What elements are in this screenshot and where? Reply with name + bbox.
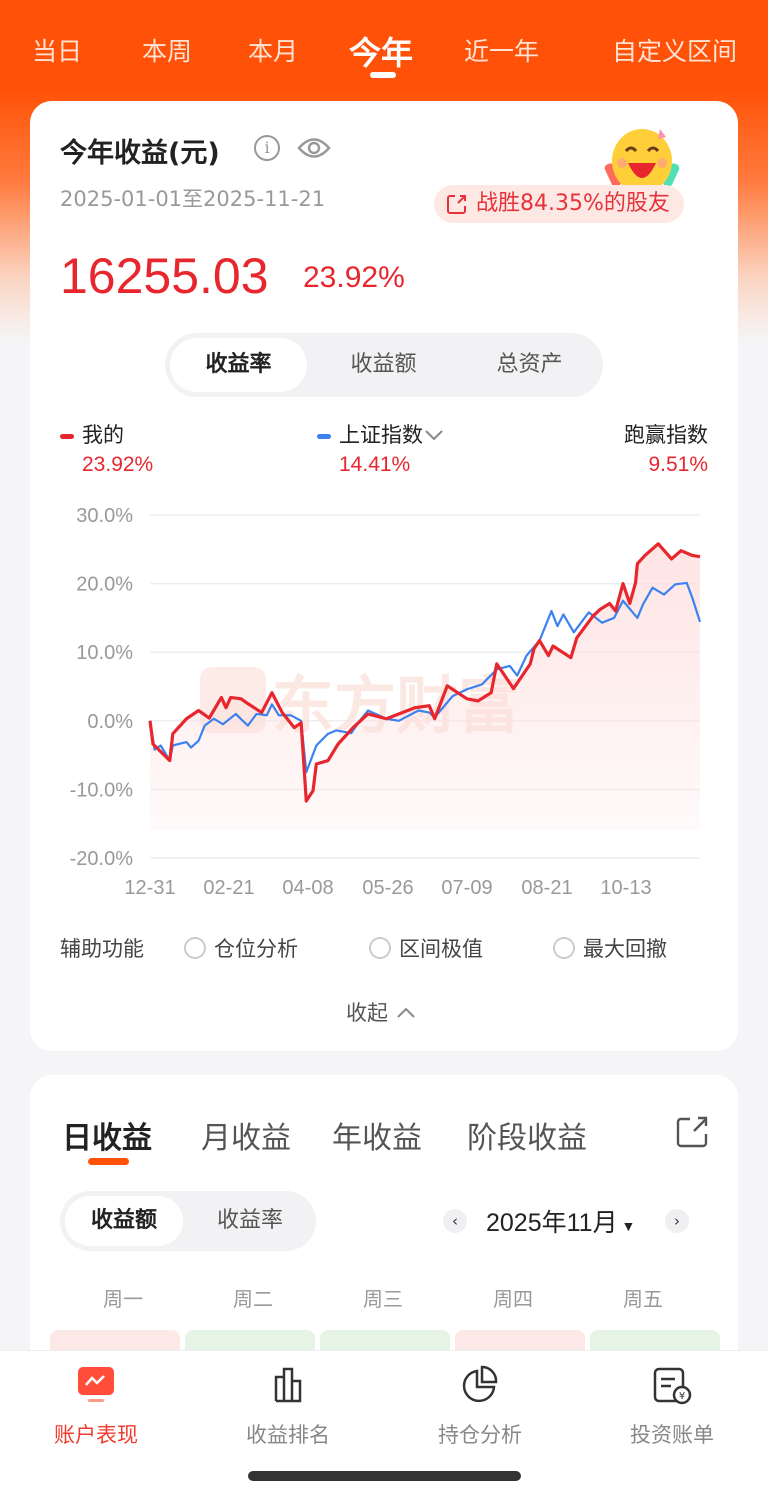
x-tick-label: 05-26 <box>362 877 413 899</box>
return-chart: 30.0% 20.0% 10.0% 0.0% -10.0% -20.0% 12-31 02-2… <box>70 505 702 899</box>
nav-label: 投资账单 <box>630 1423 714 1447</box>
radio-icon <box>184 937 206 959</box>
prev-month-button[interactable]: ‹ <box>443 1209 467 1233</box>
seg-total-assets[interactable]: 总资产 <box>496 352 563 377</box>
pie-chart-icon <box>462 1365 498 1403</box>
active-tab-indicator <box>370 72 396 78</box>
tab-daily-return[interactable]: 日收益 <box>62 1121 152 1156</box>
aux-label: 辅助功能 <box>60 937 144 961</box>
month-label: 2025年11月 <box>486 1209 618 1237</box>
tab-monthly-return[interactable]: 月收益 <box>201 1121 291 1156</box>
collapse-button[interactable]: 收起 <box>346 997 417 1027</box>
date-range: 2025-01-01至2025-11-21 <box>60 187 326 211</box>
radio-icon <box>369 937 391 959</box>
chevron-down-icon <box>425 430 443 441</box>
tab-week[interactable]: 本周 <box>142 37 193 66</box>
eye-icon[interactable] <box>296 133 332 163</box>
return-amount: 16255.03 <box>60 248 269 304</box>
x-tick-label: 02-21 <box>203 877 254 899</box>
y-tick-label: -20.0% <box>70 848 134 870</box>
x-tick-label: 04-08 <box>282 877 333 899</box>
nav-return-ranking[interactable]: 收益排名 <box>192 1351 384 1461</box>
nav-investment-bill[interactable]: ¥ 投资账单 <box>576 1351 768 1461</box>
legend-beat-label: 跑赢指数 <box>624 423 708 447</box>
tab-this-year[interactable]: 今年 <box>349 34 414 72</box>
legend-index-swatch <box>317 433 331 439</box>
legend-index-selector[interactable]: 上证指数 <box>317 419 445 449</box>
nav-label: 持仓分析 <box>438 1423 522 1447</box>
weekday-label: 周三 <box>363 1287 403 1311</box>
tab-yearly-return[interactable]: 年收益 <box>332 1121 422 1156</box>
nav-label: 账户表现 <box>54 1423 138 1447</box>
seg-return-rate[interactable]: 收益率 <box>170 338 307 392</box>
x-tick-label: 12-31 <box>124 877 175 899</box>
area-fill <box>150 543 700 830</box>
radio-icon <box>553 937 575 959</box>
seg-amount[interactable]: 收益额 <box>65 1196 183 1246</box>
trend-chart-icon <box>78 1367 114 1402</box>
y-tick-label: 20.0% <box>76 574 133 596</box>
aux-option-label: 仓位分析 <box>214 937 298 961</box>
legend-beat-value: 9.51% <box>648 453 708 476</box>
beat-peers-text: 战胜84.35%的股友 <box>476 191 670 216</box>
legend-mine-label: 我的 <box>82 423 124 447</box>
active-tab-indicator <box>88 1158 129 1165</box>
aux-option-label: 区间极值 <box>399 937 483 961</box>
legend-index-label: 上证指数 <box>339 423 423 447</box>
chart-type-segmented: 收益率 收益额 总资产 <box>165 333 603 397</box>
seg-return-amount[interactable]: 收益额 <box>350 352 417 377</box>
legend-mine-value: 23.92% <box>82 453 154 476</box>
bar-chart-icon <box>274 1367 302 1403</box>
card-title: 今年收益(元) <box>60 138 220 169</box>
aux-option-position[interactable]: 仓位分析 <box>184 933 298 963</box>
x-tick-label: 10-13 <box>600 877 651 899</box>
share-icon <box>447 195 466 214</box>
yearly-return-card: 今年收益(元) i 2025-01-01至2025-11-21 战胜84.35%… <box>30 101 738 1051</box>
y-tick-label: -10.0% <box>70 779 134 801</box>
info-icon[interactable]: i <box>254 135 280 161</box>
weekday-label: 周四 <box>493 1287 533 1311</box>
aux-option-range-extreme[interactable]: 区间极值 <box>369 933 483 963</box>
weekday-label: 周五 <box>623 1287 663 1311</box>
legend-mine-swatch <box>60 433 74 439</box>
weekday-label: 周二 <box>233 1287 273 1311</box>
tab-today[interactable]: 当日 <box>32 37 83 66</box>
collapse-label: 收起 <box>346 1001 388 1025</box>
tab-month[interactable]: 本月 <box>248 37 299 66</box>
month-selector[interactable]: 2025年11月 ▼ <box>486 1203 635 1239</box>
return-percent: 23.92% <box>303 261 405 294</box>
mascot-emoji-icon <box>604 129 680 193</box>
chevron-up-icon <box>396 1007 415 1018</box>
beat-peers-badge[interactable]: 战胜84.35%的股友 <box>434 185 684 223</box>
y-tick-label: 0.0% <box>87 711 133 733</box>
nav-account-performance[interactable]: 账户表现 <box>0 1351 192 1461</box>
period-tabs: 当日 本周 本月 今年 近一年 自定义区间 <box>0 28 768 88</box>
nav-label: 收益排名 <box>246 1423 330 1447</box>
bill-yuan-icon: ¥ <box>653 1367 692 1405</box>
x-tick-label: 08-21 <box>521 877 572 899</box>
seg-rate[interactable]: 收益率 <box>216 1208 283 1233</box>
next-month-button[interactable]: › <box>665 1209 689 1233</box>
legend-index-value: 14.41% <box>339 453 411 476</box>
share-icon[interactable] <box>676 1115 710 1149</box>
svg-text:¥: ¥ <box>679 1391 685 1402</box>
caret-down-icon: ▼ <box>617 1218 636 1234</box>
nav-holdings-analysis[interactable]: 持仓分析 <box>384 1351 576 1461</box>
aux-option-label: 最大回撤 <box>583 937 667 961</box>
daily-metric-segmented: 收益额 收益率 <box>60 1191 316 1251</box>
x-tick-label: 07-09 <box>441 877 492 899</box>
home-indicator <box>248 1471 521 1481</box>
y-tick-label: 10.0% <box>76 642 133 664</box>
aux-option-max-drawdown[interactable]: 最大回撤 <box>553 933 667 963</box>
weekday-label: 周一 <box>103 1287 143 1311</box>
y-tick-label: 30.0% <box>76 505 133 527</box>
tab-last-year[interactable]: 近一年 <box>464 37 540 66</box>
tab-custom-range[interactable]: 自定义区间 <box>612 37 738 66</box>
tab-period-return[interactable]: 阶段收益 <box>467 1121 587 1156</box>
legend-mine: 我的 <box>60 419 124 449</box>
